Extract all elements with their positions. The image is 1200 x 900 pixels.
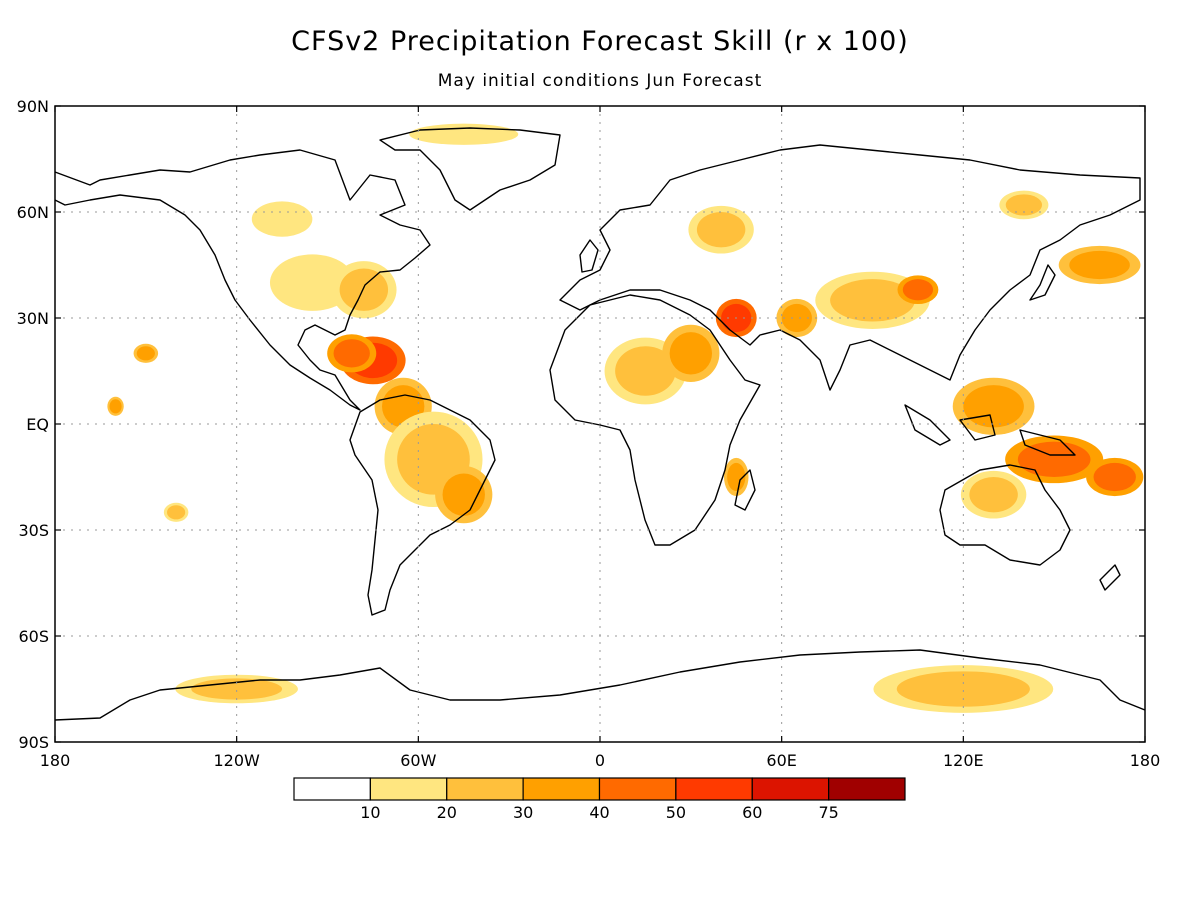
lon-tick-label: 180 — [40, 751, 71, 770]
skill-region — [167, 505, 186, 520]
colorbar-swatch — [522, 777, 601, 801]
coastline-antarctica — [54, 649, 1146, 721]
coastline-africa — [549, 294, 761, 546]
skill-region — [1005, 194, 1043, 216]
coastline-japan — [1029, 264, 1056, 301]
skill-region — [969, 477, 1018, 513]
lon-tick-label: 120E — [943, 751, 984, 770]
colorbar-label: 40 — [589, 803, 609, 822]
colorbar-label: 10 — [360, 803, 380, 822]
skill-region — [1017, 441, 1091, 478]
colorbar-swatch — [598, 777, 677, 801]
colorbar-label: 20 — [437, 803, 457, 822]
colorbar-label: 30 — [513, 803, 533, 822]
lon-tick-label: 0 — [595, 751, 605, 770]
skill-region — [696, 212, 746, 248]
skill-region — [727, 462, 746, 492]
skill-region — [902, 279, 934, 301]
coastline-layer — [54, 127, 1146, 721]
skill-region — [409, 123, 519, 145]
lat-tick-label: 90N — [17, 97, 49, 116]
colorbar-swatch — [293, 777, 371, 801]
lat-tick-label: 60S — [18, 627, 49, 646]
skill-region — [896, 671, 1030, 707]
coastline-uk — [579, 239, 599, 273]
skill-region — [1093, 462, 1136, 492]
colorbar-swatch — [446, 777, 524, 801]
skill-region — [333, 339, 370, 368]
skill-region — [442, 473, 485, 516]
skill-region — [136, 346, 155, 361]
coastline-eurasia — [559, 144, 1141, 391]
lat-tick-label: 90S — [18, 733, 49, 752]
lat-tick-label: 30S — [18, 521, 49, 540]
colorbar-label: 75 — [818, 803, 838, 822]
skill-region — [615, 346, 676, 396]
colorbar-swatch — [751, 777, 830, 801]
skill-region — [781, 303, 812, 333]
skill-region — [191, 678, 283, 700]
skill-region — [669, 332, 713, 375]
lat-tick-label: 60N — [17, 203, 49, 222]
coastline-south-america — [349, 394, 496, 616]
lon-tick-label: 60W — [400, 751, 436, 770]
coastline-madagascar — [734, 469, 756, 511]
coastline-maritime-continent — [904, 404, 1076, 456]
coastline-north-america — [54, 149, 431, 411]
lat-tick-label: EQ — [26, 415, 49, 434]
graticule-layer — [54, 105, 1146, 743]
lon-tick-label: 120W — [213, 751, 260, 770]
skill-region — [830, 279, 915, 322]
skill-region — [1069, 250, 1130, 280]
skill-region — [109, 399, 122, 414]
coastline-new-zealand — [1099, 564, 1121, 591]
colorbar-swatch — [828, 777, 906, 801]
map-frame — [54, 105, 1146, 743]
coastline-australia — [939, 464, 1071, 566]
colorbar-swatch — [675, 777, 753, 801]
skill-region — [339, 268, 389, 311]
lon-tick-label: 180 — [1130, 751, 1161, 770]
map-title: CFSv2 Precipitation Forecast Skill (r x … — [291, 26, 909, 57]
colorbar-legend: 10 20 30 40 50 60 75 — [293, 777, 906, 822]
lat-tick-label: 30N — [17, 309, 49, 328]
colorbar-label: 60 — [742, 803, 762, 822]
lon-tick-label: 60E — [766, 751, 796, 770]
coastline-greenland — [379, 127, 561, 211]
skill-region — [963, 385, 1024, 428]
colorbar-label: 50 — [666, 803, 686, 822]
skill-region — [251, 201, 313, 237]
colorbar-swatch — [369, 777, 448, 801]
skill-shading-layer — [107, 123, 1144, 713]
map-subtitle: May initial conditions Jun Forecast — [437, 71, 763, 91]
